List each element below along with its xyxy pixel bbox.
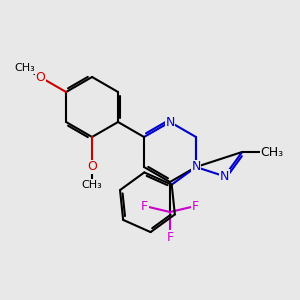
Text: O: O <box>35 70 45 83</box>
Text: F: F <box>192 200 199 212</box>
Text: F: F <box>167 231 174 244</box>
Text: O: O <box>87 160 97 173</box>
Text: CH₃: CH₃ <box>261 146 284 158</box>
Text: F: F <box>141 200 148 212</box>
Text: N: N <box>165 116 175 128</box>
Text: N: N <box>191 160 201 173</box>
Text: CH₃: CH₃ <box>14 63 35 73</box>
Text: CH₃: CH₃ <box>82 180 102 190</box>
Text: N: N <box>220 170 229 183</box>
